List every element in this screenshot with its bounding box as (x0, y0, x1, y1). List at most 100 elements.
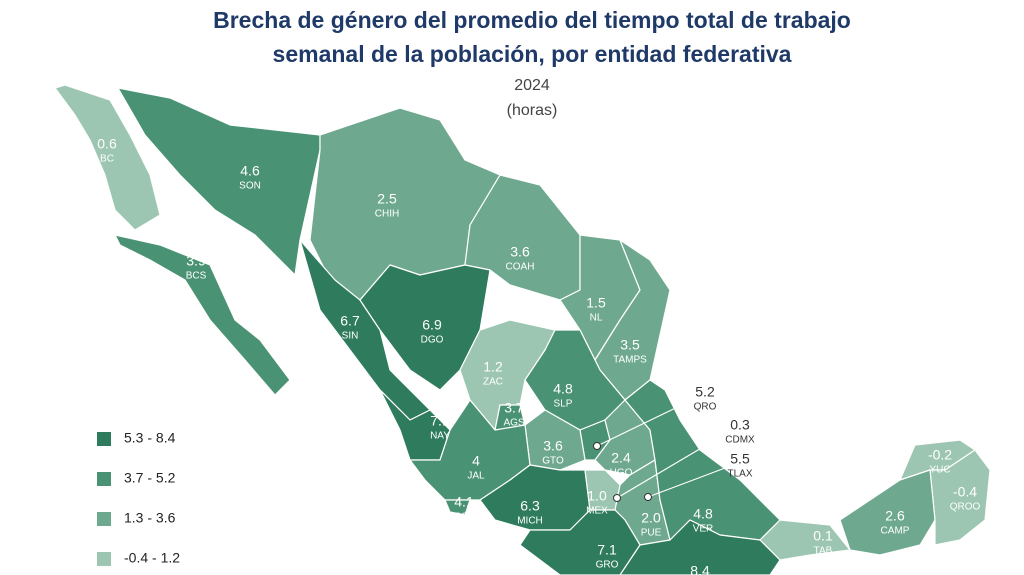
unit: (horas) (507, 102, 558, 119)
state-label: 1.0 MEX (586, 488, 608, 517)
state-value: 5.5 (730, 451, 750, 467)
state-label: 1.5 NL (586, 295, 606, 324)
state (409, 399, 531, 501)
state-abbr: SON (239, 181, 261, 192)
state-abbr: VER (693, 524, 714, 535)
leader-line (647, 467, 726, 498)
state-abbr: SLP (554, 399, 573, 410)
leader-dot (644, 493, 652, 501)
states (54, 84, 991, 575)
state (54, 84, 161, 231)
state-value: 7.1 (430, 413, 450, 429)
legend-swatch (97, 512, 111, 526)
state-abbr: NL (590, 313, 603, 324)
state-value: -0.4 (953, 484, 977, 500)
state-value: 4.8 (553, 381, 573, 397)
state-label: 5.2 QRO (593, 384, 717, 450)
state-value: 3.7 (504, 400, 524, 416)
state-value: 4.8 (693, 506, 713, 522)
state-value: -0.2 (928, 447, 952, 463)
state-abbr: TLAX (727, 469, 752, 480)
state-label: 5.5 TLAX (644, 451, 753, 501)
state-abbr: GTO (542, 456, 564, 467)
state-label: 3.6 GTO (542, 438, 564, 467)
title: semanal de la población, por entidad fed… (273, 41, 792, 67)
state-label: 7.1 GRO (596, 542, 619, 571)
state-label: 1.2 ZAC (483, 359, 503, 388)
state-abbr: QRO (694, 402, 717, 413)
state (444, 499, 471, 516)
state-abbr: JAL (467, 471, 485, 482)
leader-line (596, 400, 691, 447)
state-abbr: COL (454, 512, 475, 523)
state-label: -0.4 QROO (950, 484, 981, 513)
state-value: 0.1 (813, 528, 833, 544)
state-abbr: AGS (503, 418, 524, 429)
state-label: 3.5 TAMPS (613, 337, 647, 366)
state-value: 4.1 (454, 494, 474, 510)
state-abbr: BC (100, 154, 114, 165)
state-value: 6.9 (422, 317, 442, 333)
state-value: 1.5 (586, 295, 606, 311)
state-abbr: NAY (430, 431, 450, 442)
state-abbr: BCS (186, 271, 207, 282)
state (519, 509, 641, 575)
state-abbr: PUE (641, 528, 662, 539)
state-abbr: CAMP (881, 526, 910, 537)
state-value: 6.3 (520, 498, 540, 514)
state-label: 4.8 SLP (553, 381, 573, 410)
state-abbr: QROO (950, 502, 981, 513)
state-abbr: MEX (586, 506, 608, 517)
state-abbr: SIN (342, 331, 359, 342)
state-value: 2.0 (641, 510, 661, 526)
legend-label: 1.3 - 3.6 (124, 510, 176, 526)
state-abbr: CDMX (725, 435, 755, 446)
legend-label: -0.4 - 1.2 (124, 550, 180, 566)
leader-line (616, 433, 726, 499)
state-labels: 0.6 BC 4.6 SON 2.5 CHIH 3.6 COAH 3.9 BCS 1.5 NL 6.7 S… (97, 136, 980, 575)
state-value: 3.6 (543, 438, 563, 454)
state-value: 2.5 (377, 191, 397, 207)
state-label: 3.9 BCS (186, 253, 207, 282)
state-label: 3.6 COAH (506, 244, 535, 273)
state-value: 0.3 (730, 417, 750, 433)
state-abbr: ZAC (483, 377, 503, 388)
state-abbr: MICH (517, 516, 543, 527)
legend-label: 3.7 - 5.2 (124, 470, 176, 486)
legend: 5.3 - 8.4 3.7 - 5.2 1.3 - 3.6 -0.4 - 1.2 (97, 430, 180, 566)
leader-dot (613, 494, 621, 502)
state-label: 0.6 BC (97, 136, 117, 165)
state-abbr: HGO (610, 468, 633, 479)
state-label: 2.0 PUE (641, 510, 662, 539)
state-value: 2.4 (611, 450, 631, 466)
state-abbr: TAB (814, 546, 833, 557)
year: 2024 (514, 77, 550, 94)
state-abbr: GRO (596, 560, 619, 571)
state-value: 7.1 (597, 542, 617, 558)
state-label: 4 JAL (467, 453, 485, 482)
state-label: 2.5 CHIH (375, 191, 399, 220)
leader-dot (593, 442, 601, 450)
state-label: 2.6 CAMP (881, 508, 910, 537)
state-value: 5.2 (695, 384, 715, 400)
state (839, 469, 936, 556)
state-abbr: CHIH (375, 209, 399, 220)
state-label: 4.1 COL (454, 494, 475, 523)
state-label: 8.4 (690, 563, 710, 575)
state-label: 7.1 NAY (430, 413, 450, 442)
state (117, 87, 321, 276)
state-value: 2.6 (885, 508, 905, 524)
state-value: 3.6 (510, 244, 530, 260)
state (619, 519, 781, 575)
state-label: 0.3 CDMX (613, 417, 755, 502)
state-value: 0.6 (97, 136, 117, 152)
state-value: 8.4 (690, 563, 710, 575)
state-label: 3.7 AGS (503, 400, 524, 429)
state-value: 1.2 (483, 359, 503, 375)
state-value: 3.5 (620, 337, 640, 353)
state-abbr: YUC (929, 465, 950, 476)
state-value: 6.7 (340, 313, 360, 329)
state-abbr: COAH (506, 262, 535, 273)
legend-label: 5.3 - 8.4 (124, 430, 176, 446)
